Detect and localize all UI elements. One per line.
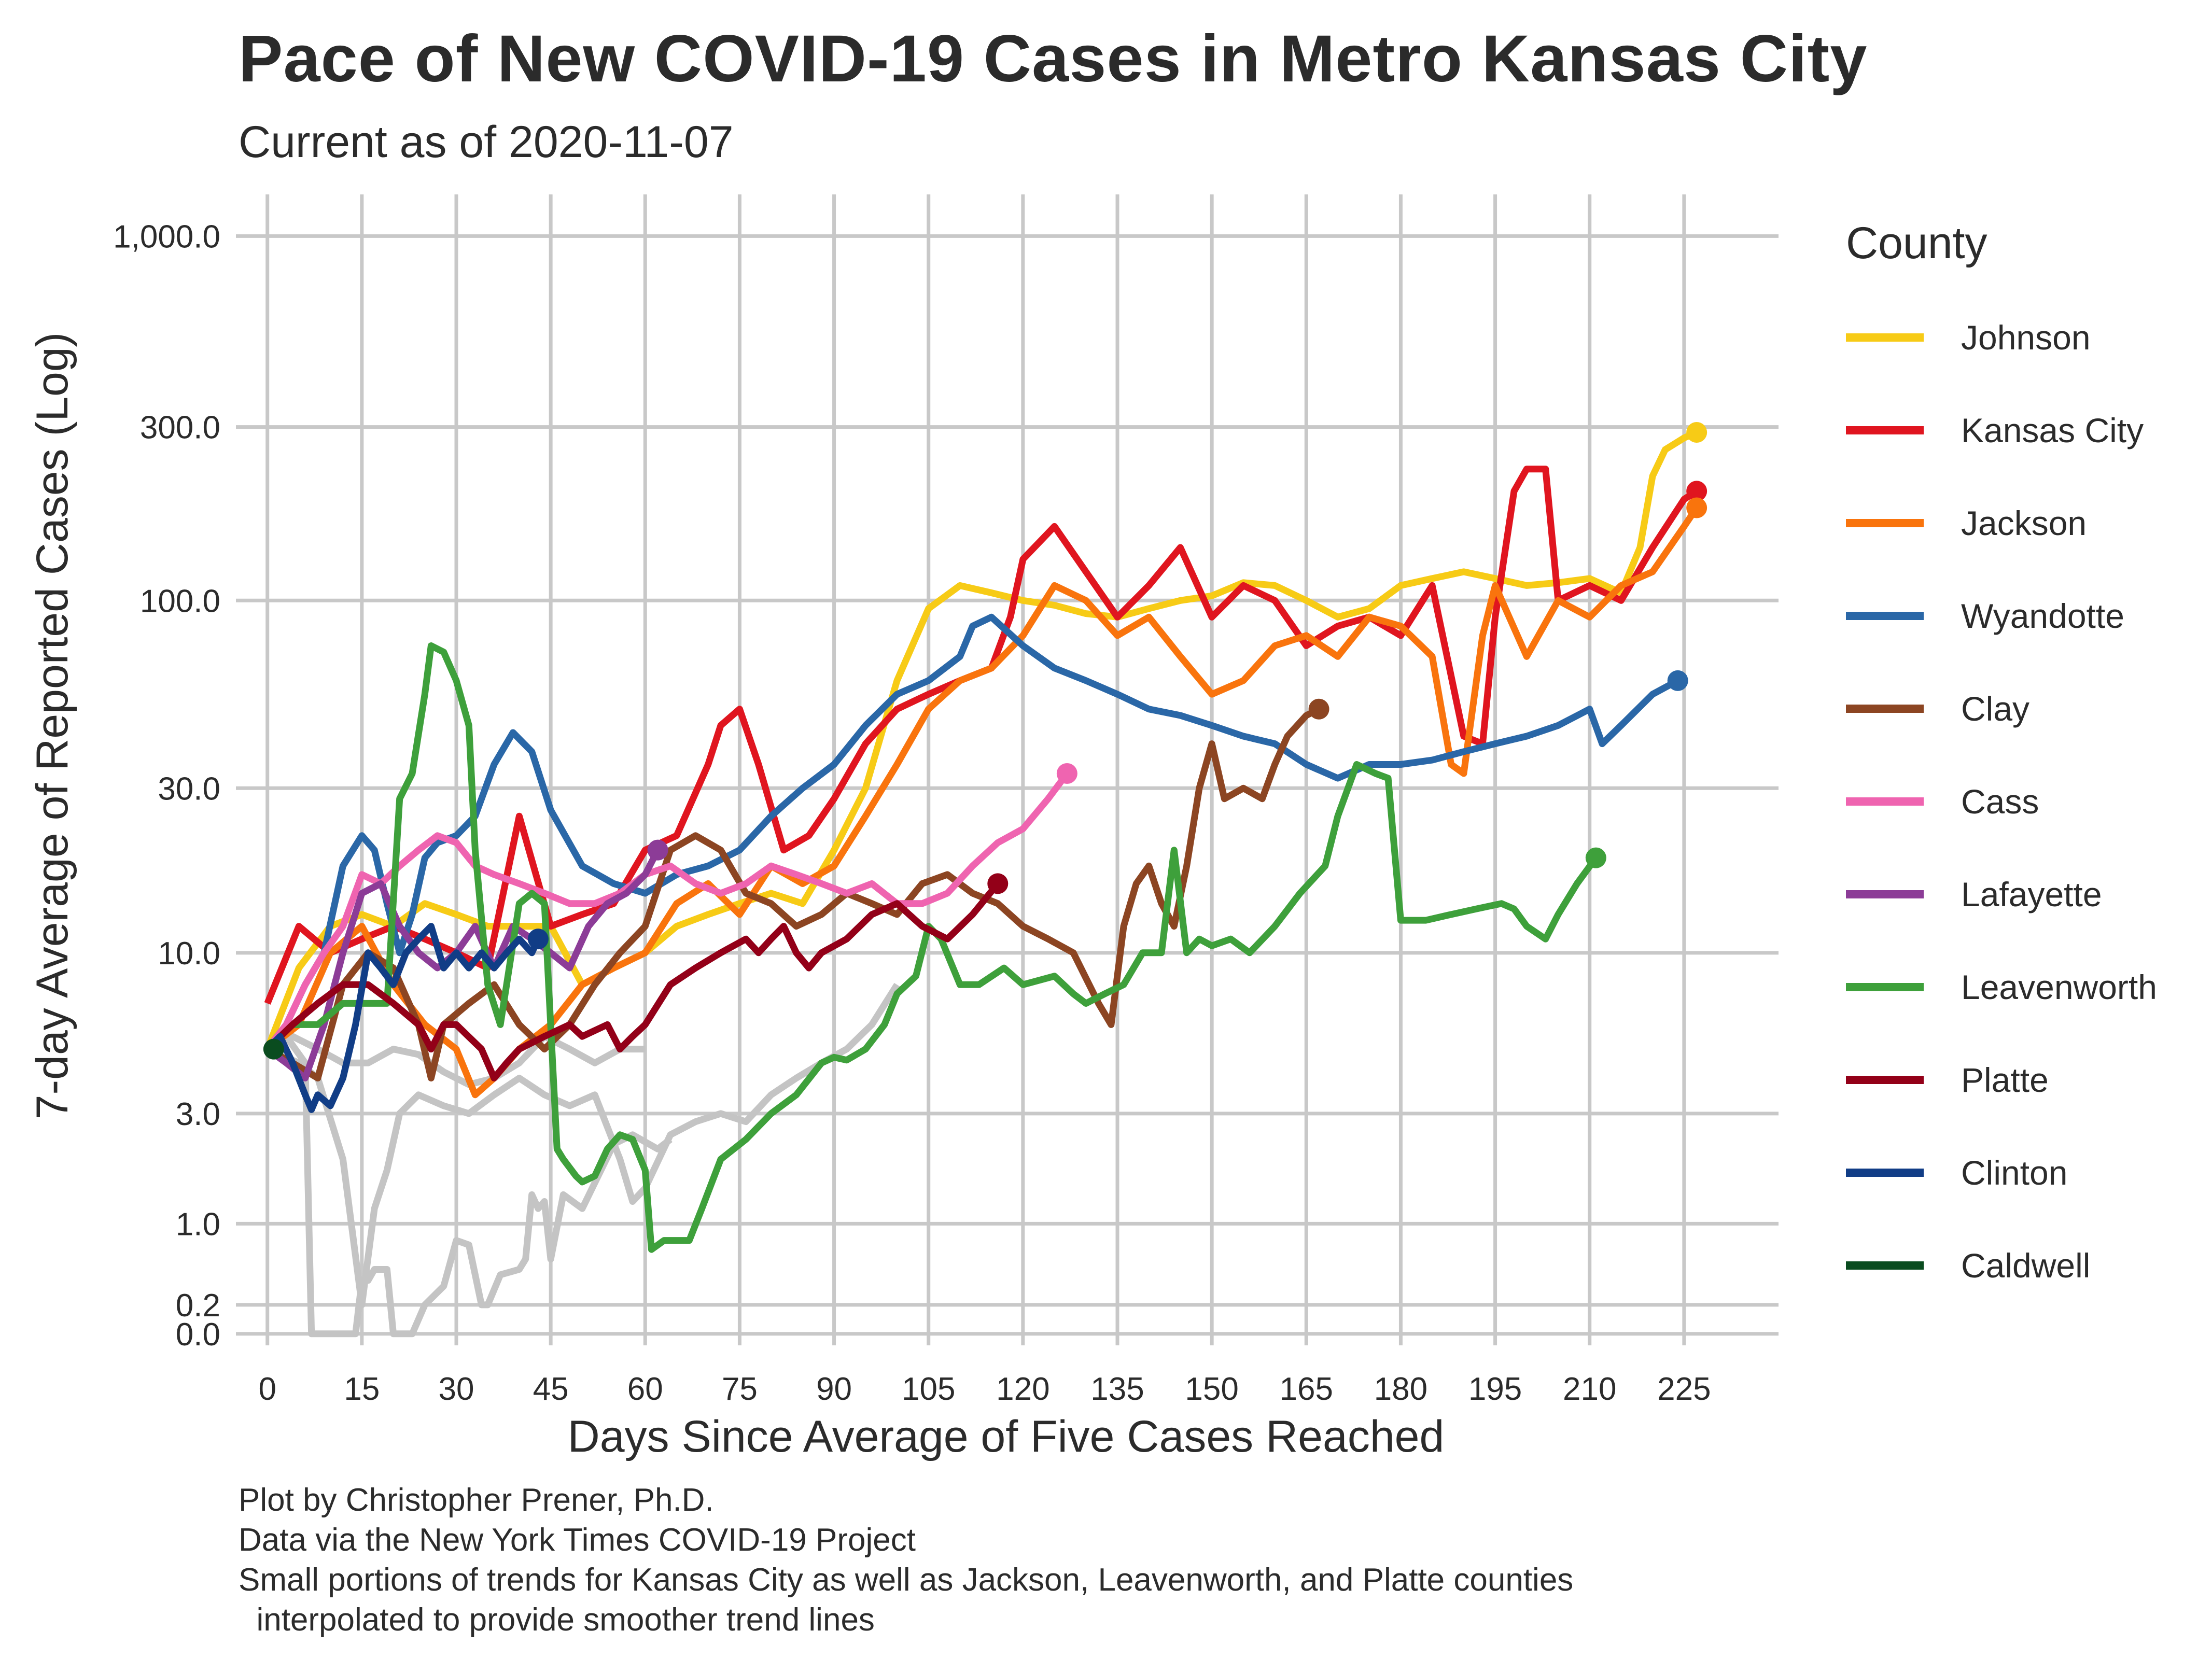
y-tick-label: 0.0: [176, 1317, 220, 1353]
endpoint-marker-kansas-city: [1686, 481, 1707, 502]
legend-swatch: [1846, 1168, 1924, 1177]
legend-swatch: [1846, 704, 1924, 713]
legend-label: Jackson: [1961, 503, 2087, 542]
series-line-clinton: [265, 923, 541, 1113]
caption-line-4: interpolated to provide smoother trend l…: [239, 1602, 875, 1638]
legend-swatch: [1846, 333, 1924, 342]
legend-item-jackson: Jackson: [1846, 476, 2157, 569]
endpoint-markers: [263, 421, 1707, 1060]
x-tick-label: 30: [439, 1371, 474, 1407]
y-tick-label: 1,000.0: [113, 219, 220, 255]
endpoint-marker-wyandotte: [1667, 670, 1688, 691]
legend-item-leavenworth: Leavenworth: [1846, 940, 2157, 1033]
legend-label: Clay: [1961, 689, 2030, 728]
y-tick-label: 3.0: [176, 1096, 220, 1132]
chart-subtitle: Current as of 2020-11-07: [239, 117, 734, 167]
endpoint-marker-platte: [987, 873, 1009, 894]
x-tick-label: 120: [996, 1371, 1049, 1407]
legend-item-platte: Platte: [1846, 1033, 2157, 1126]
x-tick-label: 90: [816, 1371, 852, 1407]
grid: [236, 194, 1779, 1345]
y-tick-label: 10.0: [158, 936, 220, 972]
legend-item-kansas-city: Kansas City: [1846, 384, 2157, 476]
x-tick-label: 165: [1280, 1371, 1333, 1407]
background-series-line: [266, 982, 900, 1309]
legend-label: Cass: [1961, 782, 2039, 821]
legend-swatch: [1846, 797, 1924, 806]
x-tick-label: 180: [1374, 1371, 1427, 1407]
y-tick-label: 1.0: [176, 1206, 220, 1242]
legend-label: Lafayette: [1961, 875, 2102, 913]
x-tick-label: 195: [1468, 1371, 1522, 1407]
legend-item-clay: Clay: [1846, 662, 2157, 755]
legend-swatch: [1846, 982, 1924, 991]
legend-item-clinton: Clinton: [1846, 1126, 2157, 1219]
legend-items: Johnson Kansas City Jackson Wyandotte Clay Ca…: [1846, 291, 2157, 1312]
legend: County Johnson Kansas City Jackson Wyandott…: [1846, 218, 2157, 1312]
x-tick-label: 210: [1563, 1371, 1616, 1407]
endpoint-marker-lafayette: [647, 839, 668, 861]
series-line-johnson: [264, 429, 1698, 1050]
background-series-line: [265, 1033, 646, 1088]
endpoint-marker-clay: [1308, 698, 1329, 720]
series-line-clay: [265, 706, 1321, 1081]
legend-label: Johnson: [1961, 318, 2091, 357]
y-tick-label: 30.0: [158, 771, 220, 807]
legend-label: Kansas City: [1961, 411, 2144, 449]
series-line-platte: [265, 881, 1001, 1081]
caption-line-2: Data via the New York Times COVID-19 Pro…: [239, 1522, 916, 1558]
legend-swatch: [1846, 426, 1924, 434]
y-axis-title: 7-day Average of Reported Cases (Log): [27, 332, 77, 1120]
caption-line-1: Plot by Christopher Prener, Ph.D.: [239, 1482, 714, 1518]
y-tick-label: 0.2: [176, 1288, 220, 1324]
legend-item-johnson: Johnson: [1846, 291, 2157, 384]
legend-swatch: [1846, 611, 1924, 620]
x-axis-title: Days Since Average of Five Cases Reached: [568, 1412, 1445, 1461]
legend-label: Caldwell: [1961, 1246, 2091, 1285]
legend-swatch: [1846, 518, 1924, 527]
legend-item-lafayette: Lafayette: [1846, 848, 2157, 940]
legend-item-caldwell: Caldwell: [1846, 1219, 2157, 1312]
legend-label: Leavenworth: [1961, 967, 2157, 1006]
background-series-line: [265, 1033, 673, 1338]
x-tick-label: 75: [722, 1371, 758, 1407]
endpoint-marker-clinton: [527, 929, 549, 950]
series-line-leavenworth: [265, 642, 1599, 1253]
x-tick-label: 45: [533, 1371, 569, 1407]
y-tick-label: 300.0: [140, 410, 220, 446]
endpoint-marker-caldwell: [263, 1038, 284, 1060]
x-tick-label: 105: [902, 1371, 955, 1407]
series-line-wyandotte: [264, 613, 1679, 1051]
x-tick-label: 60: [627, 1371, 663, 1407]
legend-swatch: [1846, 1075, 1924, 1084]
x-tick-label: 0: [258, 1371, 276, 1407]
endpoint-marker-cass: [1056, 763, 1077, 784]
legend-label: Clinton: [1961, 1153, 2068, 1192]
caption-line-3: Small portions of trends for Kansas City…: [239, 1562, 1574, 1598]
legend-item-wyandotte: Wyandotte: [1846, 569, 2157, 662]
endpoint-marker-johnson: [1686, 421, 1707, 443]
x-tick-label: 15: [344, 1371, 380, 1407]
legend-title: County: [1846, 218, 1987, 268]
x-tick-label: 150: [1185, 1371, 1238, 1407]
axes: 0.00.2 1.0 3.0 10.0 30.0 100.0 300.0 1,000.0 0 15…: [113, 219, 1711, 1407]
legend-label: Platte: [1961, 1060, 2049, 1099]
caption: Plot by Christopher Prener, Ph.D. Data vi…: [239, 1480, 1573, 1640]
legend-item-cass: Cass: [1846, 755, 2157, 848]
endpoint-marker-leavenworth: [1585, 847, 1606, 868]
background-series: [265, 982, 900, 1338]
x-tick-label: 225: [1657, 1371, 1711, 1407]
x-tick-label: 135: [1090, 1371, 1144, 1407]
legend-swatch: [1846, 1261, 1924, 1270]
series-lines: [264, 429, 1700, 1253]
endpoint-marker-jackson: [1686, 497, 1707, 518]
legend-label: Wyandotte: [1961, 596, 2124, 635]
y-tick-label: 100.0: [140, 583, 220, 619]
legend-swatch: [1846, 890, 1924, 898]
chart-title: Pace of New COVID-19 Cases in Metro Kans…: [239, 22, 1868, 96]
